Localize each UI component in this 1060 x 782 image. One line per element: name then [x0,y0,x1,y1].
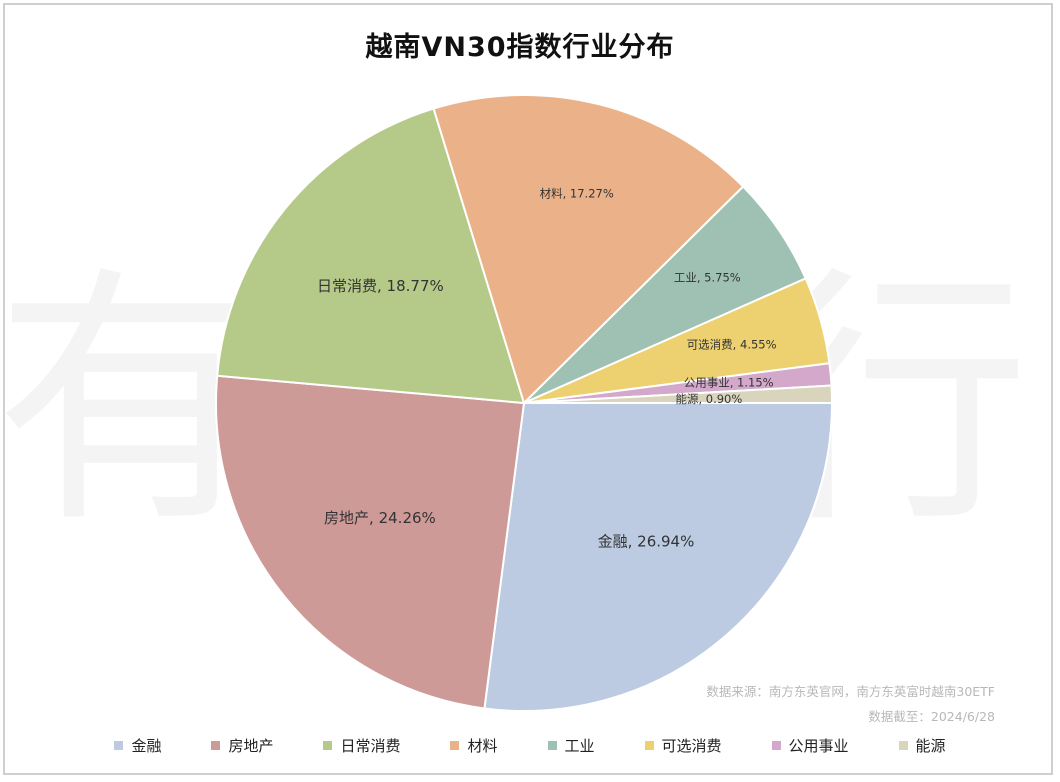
pie-slice [432,94,745,405]
legend-swatch [644,741,654,750]
chart-frame: 越南VN30指数行业分布 有知有行 金融, 26.94%房地产, 24.26%日… [3,3,1053,775]
legend: 金融 房地产 日常消费 材料 工业 可选消费 公用事业 能源 [0,735,1060,756]
legend-label: 能源 [915,737,946,755]
pie-slice [483,402,834,712]
slice-label: 工业, 5.75% [674,271,741,285]
slice-label: 日常消费, 18.77% [317,277,444,295]
slice-label: 可选消费, 4.55% [687,337,777,351]
legend-label: 房地产 [228,737,274,755]
pie-slice [523,384,834,404]
legend-label: 材料 [467,737,498,755]
legend-item: 能源 [898,735,946,756]
legend-label: 公用事业 [788,737,849,755]
legend-swatch [547,741,557,750]
legend-item: 房地产 [211,735,273,756]
slice-label: 金融, 26.94% [598,532,695,550]
legend-item: 材料 [450,735,498,756]
chart-title: 越南VN30指数行业分布 [365,32,675,63]
slice-label: 能源, 0.90% [675,392,742,406]
slice-label: 房地产, 24.26% [324,509,436,527]
pie-labels: 金融, 26.94% 房地产, 24.26% 日常消费, 18.77% 材料, 17.… [317,186,777,550]
legend-item: 日常消费 [323,735,400,756]
legend-swatch [898,741,908,750]
pie-slices [215,94,834,712]
legend-swatch [450,741,460,750]
legend-item: 公用事业 [771,735,849,756]
source-line: 数据来源：南方东英官网，南方东英富时越南30ETF [706,684,995,699]
date-line: 数据截至：2024/6/28 [868,709,995,724]
legend-swatch [771,741,781,750]
legend-label: 日常消费 [340,737,401,755]
legend-swatch [211,741,221,750]
pie-chart: 有知有行 金融, 26.94%房地产, 24.26%日常消费, 18.77%材料… [5,94,1030,712]
pie-slice [216,107,526,405]
pie-slice [215,374,526,710]
legend-label: 金融 [131,737,162,755]
legend-label: 可选消费 [661,737,722,755]
legend-item: 工业 [547,735,595,756]
legend-swatch [323,741,333,750]
source-note: 数据来源：南方东英官网，南方东英富时越南30ETF 数据截至：2024/6/28 [706,679,995,729]
legend-item: 金融 [114,735,161,756]
slice-label: 公用事业, 1.15% [684,375,774,389]
legend-label: 工业 [564,737,595,755]
legend-swatch [114,741,124,750]
legend-item: 可选消费 [644,735,722,756]
slice-label: 材料, 17.27% [540,186,614,200]
